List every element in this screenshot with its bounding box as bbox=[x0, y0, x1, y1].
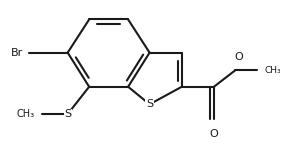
Text: S: S bbox=[146, 99, 153, 109]
Text: CH₃: CH₃ bbox=[265, 66, 281, 75]
Text: Br: Br bbox=[11, 48, 23, 58]
Text: O: O bbox=[234, 52, 243, 62]
Text: O: O bbox=[209, 129, 218, 139]
Text: S: S bbox=[64, 109, 71, 119]
Text: CH₃: CH₃ bbox=[17, 109, 34, 119]
